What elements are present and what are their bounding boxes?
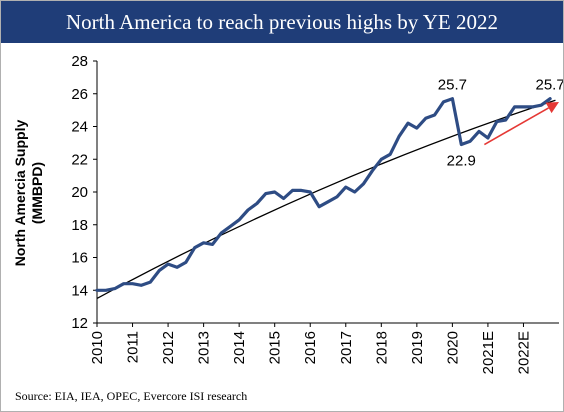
x-tick-label: 2011	[125, 331, 142, 363]
y-tick-label: 18	[71, 217, 88, 234]
y-axis-label-line-1: North Amercia Supply	[12, 120, 28, 267]
x-tick-label: 2022E	[515, 331, 532, 374]
arrow-shaft	[483, 107, 549, 146]
data-label: 25.7	[536, 77, 563, 94]
y-tick-label: 28	[71, 53, 88, 70]
trendline-curve	[96, 99, 556, 300]
x-tick-label: 2016	[302, 331, 319, 364]
title-bar: North America to reach previous highs by…	[1, 1, 563, 43]
x-tick-label: 2013	[196, 331, 213, 364]
x-tick-label: 2017	[338, 331, 355, 364]
axes: 12 14 16 18 20 22 24 26 28 2010 2011 2012 2013 2014 20…	[71, 53, 559, 374]
chart-title: North America to reach previous highs by…	[66, 10, 498, 34]
y-tick-label: 24	[71, 119, 88, 136]
arrow-head	[545, 101, 559, 114]
y-tick-label: 12	[71, 315, 88, 332]
x-tick-label: 2019	[409, 331, 426, 364]
y-tick-label: 22	[71, 151, 88, 168]
x-tick-label: 2014	[231, 331, 248, 364]
x-tick-label: 2010	[89, 331, 106, 364]
data-label: 25.7	[438, 77, 467, 94]
growth-arrow	[483, 101, 559, 146]
x-tick-label: 2021E	[480, 331, 497, 374]
data-label: 22.9	[447, 153, 476, 170]
y-axis-label-line-2: (MMBPD)	[29, 162, 45, 224]
series-line	[95, 97, 552, 292]
y-tick-label: 14	[71, 282, 88, 299]
x-tick-label: 2018	[373, 331, 390, 364]
source-note: Source: EIA, IEA, OPEC, Evercore ISI res…	[15, 389, 248, 403]
y-tick-label: 20	[71, 184, 88, 201]
x-tick-label: 2020	[444, 331, 461, 364]
series	[95, 97, 552, 292]
x-tick-label: 2012	[160, 331, 177, 364]
y-tick-label: 26	[71, 86, 88, 103]
x-tick-label: 2015	[267, 331, 284, 364]
y-tick-label: 16	[71, 250, 88, 267]
annotations: 25.7 25.7 22.9	[438, 77, 563, 170]
trendline	[96, 99, 556, 300]
